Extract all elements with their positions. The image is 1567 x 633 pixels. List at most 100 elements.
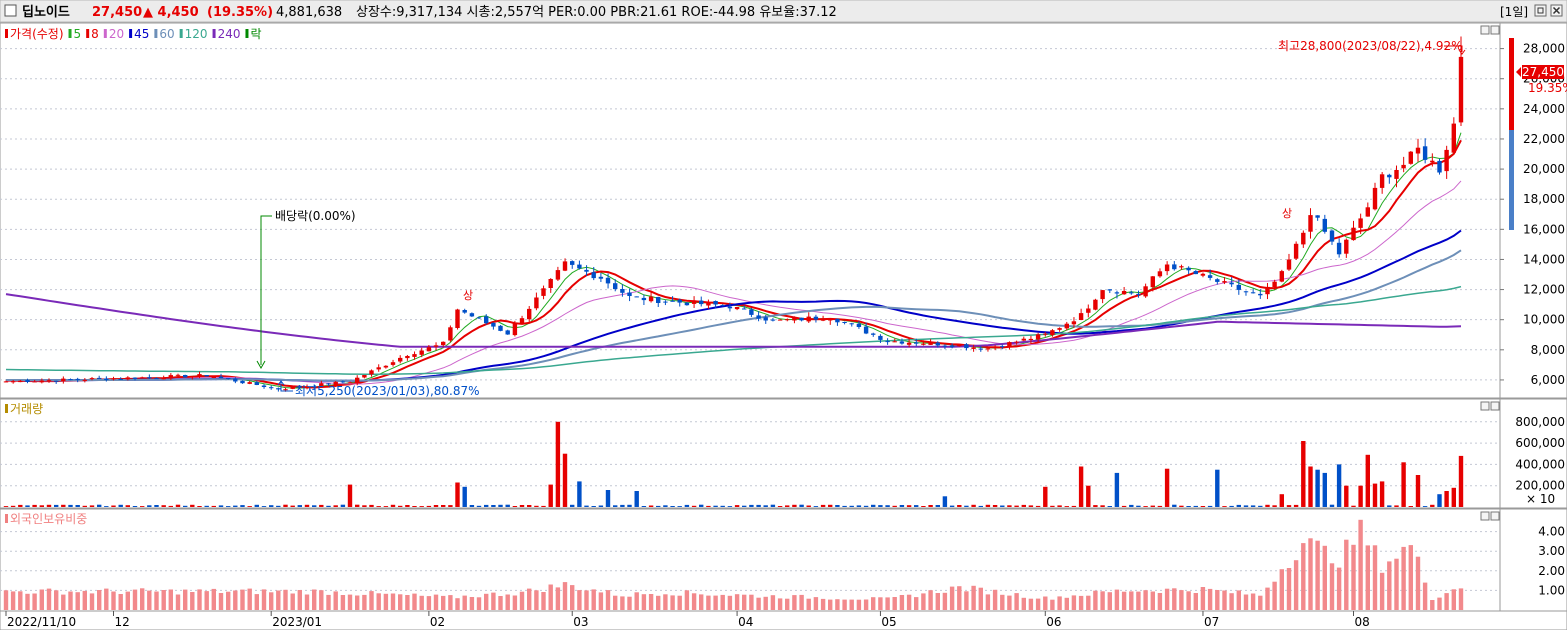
candle: [634, 296, 639, 298]
volume-title: 거래량: [10, 402, 43, 416]
foreign-tick-label: 4.00: [1538, 525, 1565, 539]
foreign-ratio-bar: [1021, 597, 1026, 610]
candle: [254, 382, 259, 385]
foreign-ratio-bar: [1193, 593, 1198, 610]
volume-bar: [39, 505, 44, 507]
volume-bar: [362, 505, 367, 507]
volume-bar: [54, 504, 59, 507]
volume-bar: [405, 505, 410, 507]
volume-bar: [813, 506, 819, 507]
foreign-ratio-bar: [835, 599, 840, 610]
volume-bar: [577, 481, 582, 507]
volume-bar: [132, 506, 138, 507]
foreign-ratio-bar: [785, 598, 790, 610]
legend-item[interactable]: 락: [250, 27, 261, 41]
foreign-ratio-bar: [32, 593, 37, 610]
candle: [992, 347, 998, 348]
legend-item[interactable]: 5: [74, 27, 82, 41]
candle: [957, 345, 962, 347]
foreign-ratio-bar: [985, 594, 991, 610]
foreign-ratio-bar: [1344, 539, 1349, 610]
foreign-ratio-bar: [849, 599, 854, 610]
candle: [1351, 227, 1356, 241]
foreign-ratio-bar: [1000, 594, 1005, 610]
candle: [97, 377, 102, 379]
foreign-ratio-bar: [1336, 567, 1342, 610]
candle: [1344, 239, 1349, 254]
foreign-ratio-bar: [1071, 595, 1077, 610]
legend-item[interactable]: 120: [185, 27, 208, 41]
candle: [46, 380, 52, 382]
volume-bar: [548, 484, 553, 507]
header-checkbox[interactable]: [4, 4, 17, 17]
legend-item[interactable]: 60: [159, 27, 174, 41]
candle: [505, 330, 510, 335]
volume-bar: [1086, 485, 1091, 507]
candle: [355, 377, 360, 383]
foreign-ratio-bar: [269, 592, 274, 610]
volume-bar: [462, 486, 467, 507]
candle: [1444, 149, 1449, 172]
legend-item[interactable]: 240: [218, 27, 241, 41]
foreign-ratio-bar: [1050, 599, 1055, 610]
x-tick-label: 07: [1204, 615, 1219, 629]
candle: [312, 386, 317, 388]
volume-bar: [942, 496, 948, 507]
volume-bar: [1107, 506, 1112, 507]
candle: [269, 387, 274, 389]
foreign-ratio-bar: [570, 585, 575, 610]
foreign-ratio-bar: [319, 590, 324, 610]
candle: [441, 341, 446, 346]
foreign-ratio-bar: [942, 592, 948, 610]
legend-item[interactable]: 8: [91, 27, 99, 41]
legend-item[interactable]: 가격(수정): [10, 27, 64, 41]
foreign-ratio-bar: [398, 594, 403, 610]
volume-bar: [1301, 441, 1306, 507]
volume-bar: [584, 505, 589, 507]
foreign-ratio-bar: [1415, 556, 1421, 610]
foreign-gridlines: [0, 531, 1500, 591]
volume-bar: [1430, 504, 1435, 507]
volume-bar: [899, 505, 905, 507]
foreign-ratio-bar: [548, 584, 553, 610]
volume-bar: [426, 505, 432, 507]
legend-item[interactable]: 45: [134, 27, 149, 41]
foreign-ratio-bar: [691, 593, 697, 610]
candle: [1279, 271, 1284, 282]
candle: [340, 381, 346, 383]
volume-tick-label: 800,000: [1515, 415, 1565, 429]
close-icon[interactable]: [1550, 4, 1563, 17]
candle: [369, 370, 374, 375]
foreign-ratio-bar: [1365, 545, 1370, 610]
foreign-ratio-bar: [183, 589, 188, 610]
candle: [32, 381, 37, 383]
volume-bar: [871, 504, 876, 507]
candle: [512, 323, 518, 336]
candle: [1114, 292, 1120, 294]
candle: [1100, 290, 1105, 300]
legend-item[interactable]: 20: [109, 27, 124, 41]
price-change: ▲ 4,450: [143, 5, 199, 20]
candle: [878, 335, 883, 340]
foreign-panel-buttons[interactable]: [1480, 511, 1500, 521]
volume-panel-buttons[interactable]: [1480, 401, 1500, 411]
foreign-ratio-bar: [577, 590, 582, 610]
volume-bar: [168, 505, 173, 507]
volume-bar: [1358, 485, 1363, 507]
candle: [1322, 218, 1327, 232]
volume-bar: [1200, 506, 1206, 507]
candle: [18, 380, 23, 383]
period-button[interactable]: [1일]: [1500, 5, 1528, 19]
legend-swatch: [212, 29, 216, 38]
restore-icon[interactable]: [1534, 4, 1547, 17]
candle: [978, 348, 983, 350]
volume-bar: [756, 504, 761, 507]
candle: [175, 374, 181, 376]
candle: [892, 341, 897, 343]
foreign-ratio-bar: [813, 597, 819, 610]
volume-bar: [1157, 505, 1163, 507]
foreign-ratio-bar: [1358, 519, 1363, 610]
foreign-ratio-bar: [362, 594, 367, 610]
price-panel-buttons[interactable]: [1480, 25, 1500, 35]
volume-bars: [3, 421, 1464, 507]
